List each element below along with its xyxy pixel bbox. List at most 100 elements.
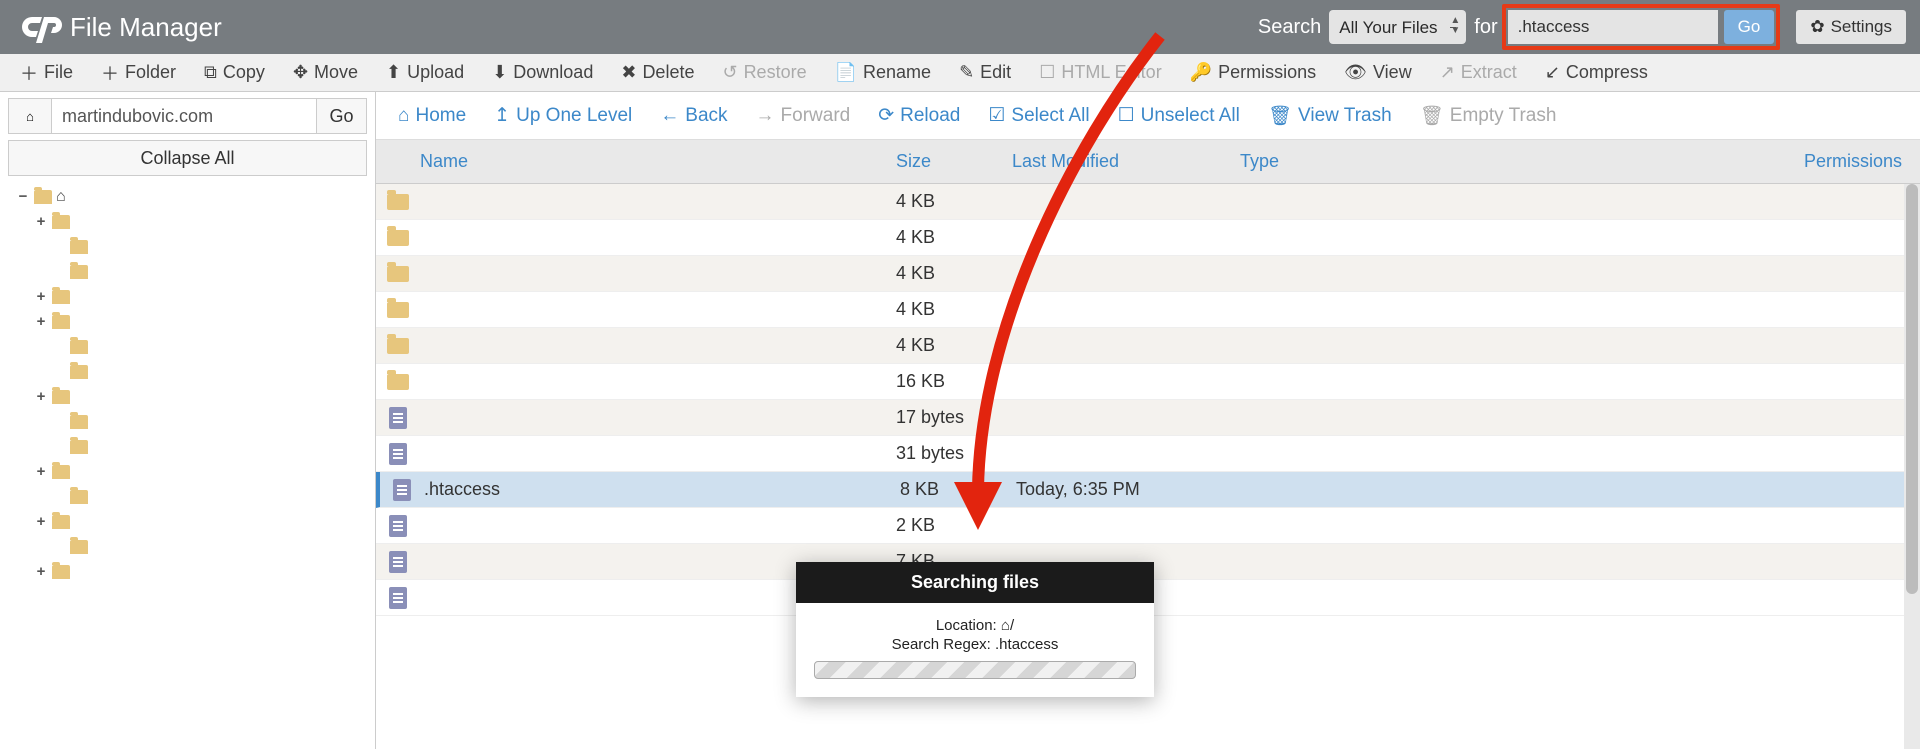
action-bar: ⌂Home ↥Up One Level ←Back →Forward ⟳Relo…	[376, 92, 1920, 140]
tree-item[interactable]	[8, 434, 367, 459]
searching-dialog: Searching files Location: ⌂/ Search Rege…	[796, 562, 1154, 697]
folder-icon	[70, 490, 88, 504]
copy-button[interactable]: ⧉Copy	[190, 54, 279, 92]
path-input[interactable]	[52, 98, 317, 134]
extract-button[interactable]: ↗Extract	[1426, 54, 1531, 92]
table-row[interactable]: 4 KB	[376, 220, 1920, 256]
reload-icon: ⟳	[878, 104, 894, 127]
col-size[interactable]: Size	[896, 151, 1012, 172]
search-label: Search	[1258, 16, 1321, 39]
cpanel-logo-icon	[14, 9, 66, 45]
expand-icon[interactable]: +	[34, 388, 48, 405]
tree-item[interactable]: −⌂	[8, 184, 367, 209]
table-row[interactable]: 4 KB	[376, 292, 1920, 328]
tree-item[interactable]	[8, 334, 367, 359]
tree-item[interactable]	[8, 259, 367, 284]
settings-button[interactable]: ✿ Settings	[1796, 10, 1906, 44]
folder-icon	[52, 515, 70, 529]
collapse-all-button[interactable]: Collapse All	[8, 140, 367, 176]
table-row[interactable]: 4 KB	[376, 184, 1920, 220]
folder-icon	[387, 230, 409, 246]
download-button[interactable]: ⬇Download	[478, 54, 607, 92]
folder-icon	[52, 290, 70, 304]
file-icon	[389, 587, 407, 609]
move-button[interactable]: ✥Move	[279, 54, 372, 92]
table-row[interactable]: 2 KB	[376, 508, 1920, 544]
folder-icon	[387, 374, 409, 390]
view-trash-button[interactable]: 🗑View Trash	[1256, 97, 1404, 135]
expand-icon[interactable]: +	[34, 513, 48, 530]
file-icon	[389, 515, 407, 537]
tree-item[interactable]: +	[8, 559, 367, 584]
expand-icon[interactable]: +	[34, 563, 48, 580]
home-path-button[interactable]: ⌂	[8, 98, 52, 134]
scrollbar[interactable]	[1904, 184, 1920, 749]
unselect-all-button[interactable]: ☐Unselect All	[1106, 97, 1252, 135]
home-button[interactable]: ⌂Home	[386, 97, 478, 135]
file-button[interactable]: ＋File	[6, 54, 87, 92]
col-name[interactable]: Name	[376, 151, 896, 172]
file-icon	[389, 443, 407, 465]
expand-icon[interactable]: +	[34, 463, 48, 480]
html-editor-button[interactable]: ☐HTML Editor	[1025, 54, 1176, 92]
tree-item[interactable]: +	[8, 284, 367, 309]
reload-button[interactable]: ⟳Reload	[866, 97, 972, 135]
expand-icon[interactable]: +	[34, 313, 48, 330]
col-type[interactable]: Type	[1240, 151, 1446, 172]
col-last-modified[interactable]: Last Modified	[1012, 151, 1240, 172]
tree-item[interactable]: +	[8, 384, 367, 409]
table-row[interactable]: 4 KB	[376, 256, 1920, 292]
restore-button[interactable]: ↺Restore	[708, 54, 820, 92]
folder-button[interactable]: ＋Folder	[87, 54, 190, 92]
forward-button[interactable]: →Forward	[744, 97, 863, 135]
view-button[interactable]: 👁View	[1330, 54, 1426, 92]
tree-item[interactable]: +	[8, 209, 367, 234]
compress-button[interactable]: ↙Compress	[1531, 54, 1662, 92]
table-row[interactable]: 4 KB	[376, 328, 1920, 364]
back-button[interactable]: ←Back	[648, 97, 739, 135]
edit-button[interactable]: ✎Edit	[945, 54, 1025, 92]
tree-item[interactable]: +	[8, 459, 367, 484]
app-header: File Manager Search All Your Files ▲▼ fo…	[0, 0, 1920, 54]
row-size: 31 bytes	[896, 443, 1012, 464]
col-permissions[interactable]: Permissions	[1446, 151, 1920, 172]
path-go-button[interactable]: Go	[317, 98, 367, 134]
search-scope-select[interactable]: All Your Files ▲▼	[1329, 10, 1466, 44]
move-icon: ✥	[293, 62, 308, 83]
tree-item[interactable]	[8, 359, 367, 384]
permissions-button[interactable]: 🔑Permissions	[1176, 54, 1330, 92]
folder-icon	[70, 240, 88, 254]
tree-item[interactable]	[8, 234, 367, 259]
search-input[interactable]	[1508, 10, 1718, 44]
table-row[interactable]: .htaccess8 KBToday, 6:35 PM	[376, 472, 1920, 508]
main-toolbar: ＋File ＋Folder ⧉Copy ✥Move ⬆Upload ⬇Downl…	[0, 54, 1920, 92]
table-row[interactable]: 17 bytes	[376, 400, 1920, 436]
dialog-title: Searching files	[796, 562, 1154, 603]
tree-item[interactable]	[8, 409, 367, 434]
tree-item[interactable]: +	[8, 309, 367, 334]
tree-item[interactable]	[8, 534, 367, 559]
expand-icon[interactable]: +	[34, 213, 48, 230]
expand-icon[interactable]: +	[34, 288, 48, 305]
rename-button[interactable]: 📄Rename	[821, 54, 945, 92]
folder-icon	[387, 338, 409, 354]
upload-button[interactable]: ⬆Upload	[372, 54, 478, 92]
plus-icon: ＋	[20, 60, 38, 86]
trash-icon: 🗑	[1268, 104, 1292, 128]
folder-icon	[70, 415, 88, 429]
scrollbar-thumb[interactable]	[1906, 184, 1918, 594]
table-row[interactable]: 31 bytes	[376, 436, 1920, 472]
tree-item[interactable]: +	[8, 509, 367, 534]
dialog-regex: Search Regex: .htaccess	[814, 636, 1136, 653]
progress-bar	[814, 661, 1136, 679]
uncheck-icon: ☐	[1118, 104, 1135, 127]
delete-button[interactable]: ✖Delete	[607, 54, 708, 92]
expand-icon[interactable]: −	[16, 188, 30, 205]
up-one-level-button[interactable]: ↥Up One Level	[482, 97, 644, 135]
empty-trash-button[interactable]: 🗑Empty Trash	[1408, 97, 1569, 135]
tree-item[interactable]	[8, 484, 367, 509]
table-row[interactable]: 16 KB	[376, 364, 1920, 400]
restore-icon: ↺	[722, 62, 737, 83]
search-go-button[interactable]: Go	[1724, 10, 1775, 44]
select-all-button[interactable]: ☑Select All	[976, 97, 1101, 135]
